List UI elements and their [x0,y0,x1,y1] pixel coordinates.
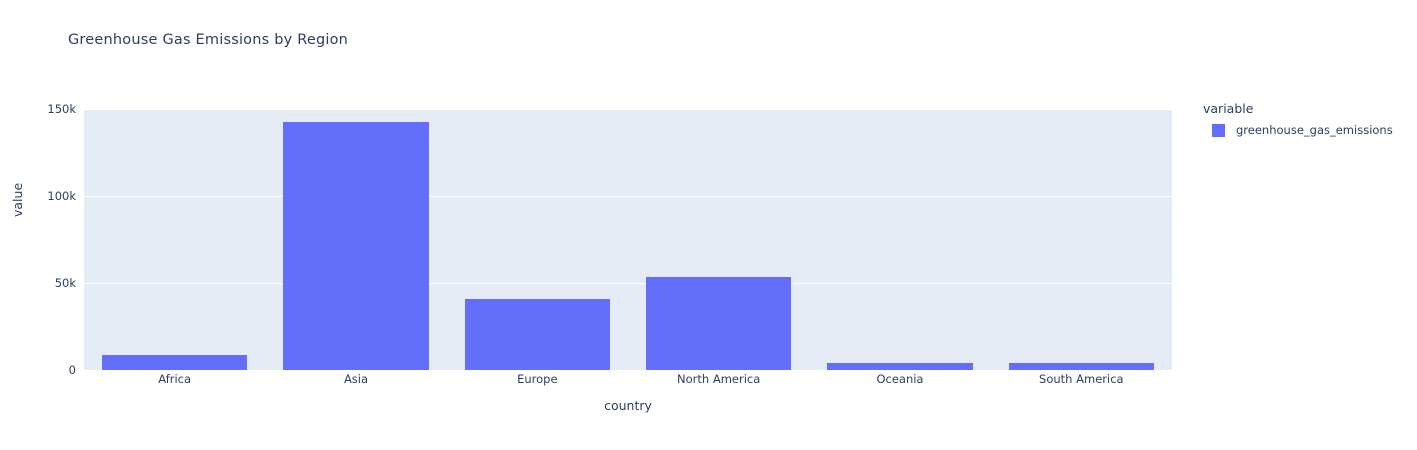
x-tick-label-europe: Europe [517,372,558,386]
y-tick-mark-0 [78,370,84,371]
bar-slot [265,109,446,370]
y-tick-label-150k: 150k [47,102,76,116]
bar-slot [628,109,809,370]
legend-entry[interactable]: greenhouse_gas_emissions [1203,123,1393,137]
y-tick-label-50k: 50k [54,276,76,290]
gridline-50k [84,283,1172,284]
y-tick-mark-50k [78,283,84,284]
x-tick-label-north-america: North America [677,372,761,386]
y-tick-mark-100k [78,196,84,197]
legend-title: variable [1203,101,1254,116]
bar-north-america[interactable] [646,277,792,370]
gridline-100k [84,196,1172,197]
bars-layer [84,109,1172,370]
legend: variable greenhouse_gas_emissions [1203,101,1393,137]
x-tick-label-oceania: Oceania [876,372,924,386]
bar-slot [991,109,1172,370]
x-tick-label-asia: Asia [343,372,369,386]
bar-slot [447,109,628,370]
gridline-150k [84,109,1172,110]
bar-africa[interactable] [102,354,248,370]
y-tick-label-100k: 100k [47,189,76,203]
y-tick-mark-150k [78,109,84,110]
bar-slot [809,109,990,370]
bar-asia[interactable] [283,122,429,370]
legend-swatch-icon [1212,123,1225,137]
bar-europe[interactable] [464,299,610,370]
bar-south-america[interactable] [1008,363,1154,370]
y-axis-line [83,109,84,371]
bar-slot [84,109,265,370]
x-tick-label-south-america: South America [1039,372,1124,386]
legend-entry-label: greenhouse_gas_emissions [1236,123,1393,137]
chart-title: Greenhouse Gas Emissions by Region [68,32,349,48]
x-tick-label-africa: Africa [158,372,192,386]
x-axis-title: country [604,398,652,413]
x-tick-labels: Africa Asia Europe North America Oceania Sout… [84,372,1172,390]
y-tick-label-0: 0 [68,363,76,377]
plot-area [84,109,1172,370]
bar-oceania[interactable] [827,363,973,370]
